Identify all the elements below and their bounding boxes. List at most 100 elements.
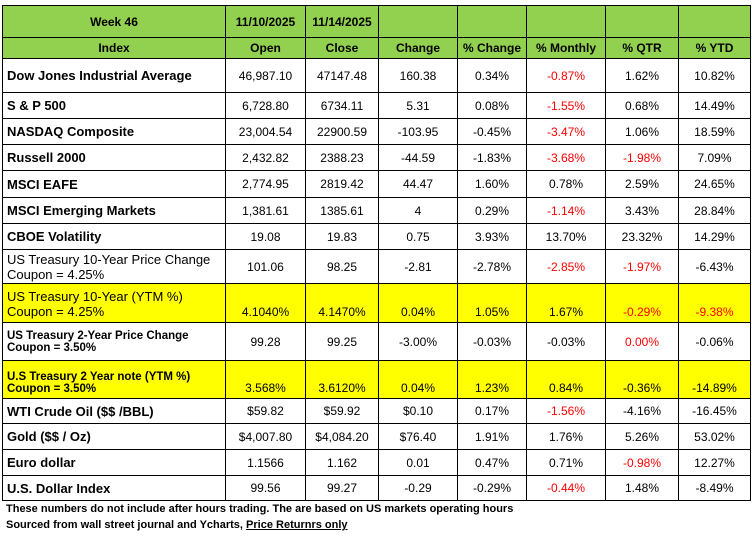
index-name-line: MSCI EAFE [7,176,78,192]
header-cell [457,5,527,38]
data-row: MSCI EAFE 2,774.95 2819.42 44.47 1.60% 0.78% 2… [2,170,751,198]
value-cell: 14.29% [678,223,751,250]
value-cell: 7.09% [678,144,751,171]
value-cell: 1.05% [457,283,527,323]
index-name: U.S. Dollar Index [2,475,226,501]
index-name-line: Coupon = 4.25% [7,304,105,319]
index-name-line: US Treasury 10-Year (YTM %) [7,289,183,304]
value-cell: 0.47% [457,449,527,476]
index-name-line: WTI Crude Oil ($$ /BBL) [7,403,154,419]
index-name-line: Dow Jones Industrial Average [7,68,192,83]
value-cell: 18.59% [678,118,751,145]
data-row: US Treasury 10-Year Price Change Coupon =… [2,249,751,284]
index-name: Gold ($$ / Oz) [2,423,226,450]
week-label: Week 46 [2,5,226,38]
index-name-line: S & P 500 [7,98,67,113]
index-name-line: Russell 2000 [7,150,86,165]
value-cell: -8.49% [678,475,751,501]
index-name: MSCI EAFE [2,170,226,198]
data-row: US Treasury 2-Year Price Change Coupon = … [2,322,751,361]
value-cell: $59.82 [225,398,306,424]
header-cell [526,5,606,38]
value-cell: 98.25 [305,249,379,284]
index-name-line: CBOE Volatility [7,229,102,244]
value-cell: $4,007.80 [225,423,306,450]
value-cell: -0.03% [457,322,527,361]
value-cell: 12.27% [678,449,751,476]
index-name: Russell 2000 [2,144,226,171]
value-cell: -1.56% [526,398,606,424]
value-cell: 10.82% [678,58,751,93]
value-cell: -103.95 [378,118,458,145]
column-header: Change [378,37,458,59]
header-cell [605,5,679,38]
header-cell [378,5,458,38]
value-cell: -1.55% [526,92,606,119]
value-cell: -0.29 [378,475,458,501]
header-cell [678,5,751,38]
value-cell: -1.14% [526,197,606,224]
value-cell: 2388.23 [305,144,379,171]
value-cell: 0.29% [457,197,527,224]
value-cell: 0.84% [526,360,606,399]
data-row: U.S. Dollar Index 99.56 99.27 -0.29 -0.29% -0… [2,475,751,501]
value-cell: 0.75 [378,223,458,250]
value-cell: -0.98% [605,449,679,476]
value-cell: 44.47 [378,170,458,198]
value-cell: 4.1470% [305,283,379,323]
data-row: S & P 500 6,728.80 6734.11 5.31 0.08% -1.55% 0… [2,92,751,119]
value-cell: 99.56 [225,475,306,501]
index-name-line: US Treasury 10-Year Price Change [7,251,211,267]
value-cell: 1.67% [526,283,606,323]
column-header: Index [2,37,226,59]
index-name-line: Gold ($$ / Oz) [7,429,91,444]
value-cell: 23.32% [605,223,679,250]
data-row: CBOE Volatility 19.08 19.83 0.75 3.93% 13.70%… [2,223,751,250]
value-cell: $0.10 [378,398,458,424]
value-cell: 22900.59 [305,118,379,145]
column-header: % Monthly [526,37,606,59]
index-name-line: U.S Treasury 2 Year note (YTM %) [7,371,191,383]
value-cell: -2.81 [378,249,458,284]
close-date: 11/14/2025 [305,5,379,38]
index-name: MSCI Emerging Markets [2,197,226,224]
value-cell: -1.97% [605,249,679,284]
index-name-line: NASDAQ Composite [7,124,135,139]
value-cell: 3.6120% [305,360,379,399]
value-cell: 0.78% [526,170,606,198]
value-cell: 5.31 [378,92,458,119]
value-cell: -0.06% [678,322,751,361]
value-cell: -0.36% [605,360,679,399]
value-cell: 0.34% [457,58,527,93]
value-cell: 14.49% [678,92,751,119]
index-name: Dow Jones Industrial Average [2,58,226,93]
index-name: NASDAQ Composite [2,118,226,145]
value-cell: -9.38% [678,283,751,323]
value-cell: 2819.42 [305,170,379,198]
value-cell: 0.00% [605,322,679,361]
footer: These numbers do not include after hours… [6,501,513,533]
value-cell: 0.17% [457,398,527,424]
value-cell: -2.78% [457,249,527,284]
index-name: US Treasury 2-Year Price Change Coupon = … [2,322,226,361]
value-cell: 3.93% [457,223,527,250]
value-cell: -0.87% [526,58,606,93]
value-cell: 24.65% [678,170,751,198]
value-cell: -4.16% [605,398,679,424]
data-row: US Treasury 10-Year (YTM %) Coupon = 4.25… [2,283,751,323]
data-row: MSCI Emerging Markets 1,381.61 1385.61 4 0.2… [2,197,751,224]
index-name: US Treasury 10-Year (YTM %) Coupon = 4.25… [2,283,226,323]
value-cell: $76.40 [378,423,458,450]
value-cell: 1385.61 [305,197,379,224]
value-cell: -3.47% [526,118,606,145]
value-cell: 4.1040% [225,283,306,323]
value-cell: 99.25 [305,322,379,361]
footer-source: Sourced from wall street journal and Ych… [6,517,513,533]
index-name: U.S Treasury 2 Year note (YTM %) Coupon =… [2,360,226,399]
index-name: US Treasury 10-Year Price Change Coupon =… [2,249,226,284]
value-cell: $4,084.20 [305,423,379,450]
value-cell: 53.02% [678,423,751,450]
index-name-line: MSCI Emerging Markets [7,203,156,218]
value-cell: 5.26% [605,423,679,450]
